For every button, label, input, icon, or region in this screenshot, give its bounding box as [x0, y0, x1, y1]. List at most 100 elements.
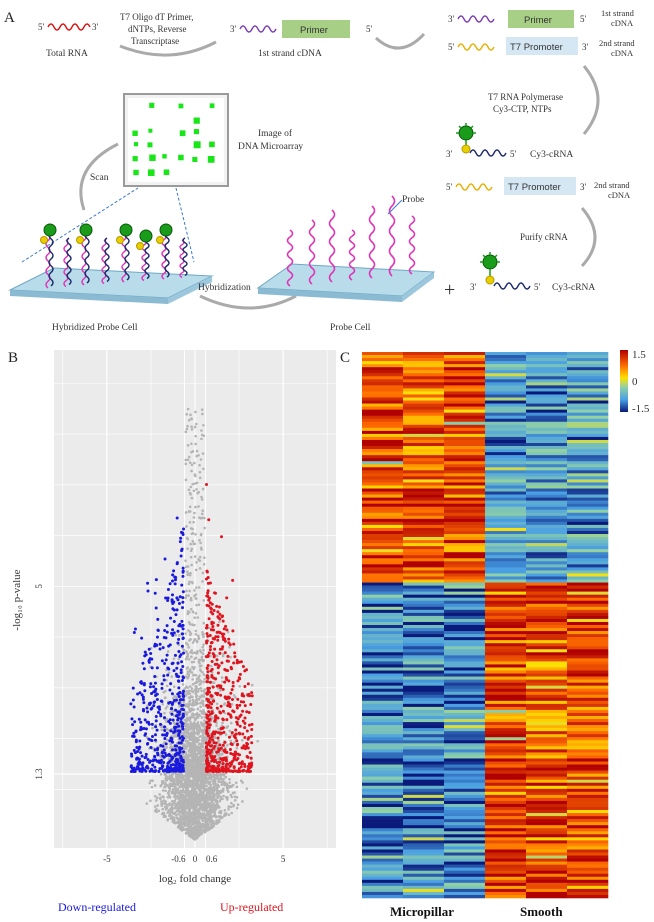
volcano-point-down — [131, 686, 135, 690]
volcano-point-up — [220, 731, 224, 735]
volcano-point-ns — [185, 594, 188, 598]
volcano-point-ns — [256, 739, 259, 743]
heatmap-cell — [526, 482, 568, 486]
heatmap-cell — [362, 591, 404, 595]
volcano-point-ns — [192, 722, 195, 725]
volcano-point-ns — [185, 655, 189, 659]
volcano-point-up — [212, 653, 216, 657]
heatmap-cell — [485, 646, 527, 650]
volcano-point-down — [169, 766, 173, 770]
heatmap-cell — [567, 367, 609, 371]
volcano-point-ns — [216, 774, 219, 778]
volcano-point-ns — [200, 516, 204, 520]
volcano-point-ns — [189, 607, 193, 611]
volcano-point-ns — [230, 811, 234, 815]
volcano-point-ns — [189, 571, 192, 575]
volcano-point-ns — [162, 815, 166, 819]
volcano-point-ns — [188, 696, 192, 700]
volcano-point-ns — [164, 720, 168, 723]
volcano-point-ns — [192, 516, 196, 519]
volcano-point-ns — [145, 735, 149, 739]
volcano-point-ns — [198, 649, 202, 652]
heatmap-cell — [444, 643, 486, 647]
heatmap-cell — [526, 494, 568, 498]
volcano-point-ns — [198, 799, 202, 803]
volcano-point-ns — [230, 702, 234, 706]
volcano-point-ns — [187, 582, 191, 586]
heatmap-cell — [567, 491, 609, 495]
volcano-point-down — [171, 763, 175, 767]
volcano-point-down — [174, 613, 178, 617]
heatmap-cell — [567, 415, 609, 420]
volcano-point-down — [175, 666, 179, 670]
heatmap-cell — [485, 640, 527, 644]
heatmap-cell — [444, 524, 486, 529]
volcano-point-down — [143, 689, 147, 693]
volcano-point-ns — [220, 773, 224, 777]
heatmap-cell — [567, 643, 609, 647]
volcano-point-up — [233, 733, 237, 737]
total-rna-3prime: 3' — [92, 22, 99, 32]
heatmap-cell — [485, 364, 527, 368]
heatmap-cell — [567, 527, 609, 532]
heatmap-cell — [526, 379, 568, 383]
heatmap-cell — [526, 449, 568, 453]
volcano-point-ns — [196, 811, 200, 815]
volcano-point-ns — [218, 820, 221, 823]
volcano-point-ns — [193, 666, 196, 669]
heatmap-cell — [526, 576, 568, 580]
heatmap-cell — [526, 549, 568, 553]
volcano-point-ns — [225, 786, 229, 790]
volcano-point-down — [172, 631, 176, 635]
probe-strand — [308, 219, 316, 285]
volcano-point-ns — [185, 818, 189, 821]
volcano-point-ns — [236, 803, 240, 807]
volcano-point-ns — [212, 802, 215, 806]
volcano-point-ns — [203, 692, 206, 695]
volcano-y-axis-label: -log₁₀ p-value — [11, 569, 23, 630]
volcano-point-ns — [207, 776, 211, 780]
volcano-point-down — [177, 675, 181, 679]
volcano-point-ns — [180, 790, 184, 794]
volcano-point-ns — [174, 633, 178, 637]
volcano-point-down — [141, 708, 145, 712]
volcano-point-ns — [159, 772, 163, 776]
scan-ray-left — [21, 187, 139, 263]
volcano-point-down — [159, 761, 163, 765]
heatmap-cell — [526, 634, 568, 638]
volcano-point-ns — [177, 821, 181, 825]
volcano-point-ns — [153, 805, 157, 808]
heatmap-cell — [403, 558, 445, 562]
heatmap-cell — [567, 382, 609, 386]
volcano-point-up — [209, 628, 213, 632]
volcano-point-ns — [169, 742, 172, 746]
volcano-point-ns — [210, 791, 213, 795]
volcano-point-ns — [186, 690, 189, 693]
volcano-point-ns — [167, 791, 170, 794]
volcano-point-up — [207, 710, 211, 714]
volcano-point-down — [168, 582, 172, 586]
volcano-point-down — [132, 630, 136, 634]
volcano-point-ns — [192, 741, 196, 745]
volcano-point-down — [148, 769, 152, 773]
volcano-point-ns — [200, 512, 204, 516]
volcano-point-ns — [217, 727, 220, 731]
heatmap-cell — [526, 424, 568, 429]
heatmap-cell — [485, 679, 527, 683]
probe-strand — [348, 229, 356, 281]
volcano-point-ns — [199, 687, 203, 690]
volcano-point-ns — [194, 593, 198, 596]
volcano-point-ns — [187, 716, 191, 720]
volcano-point-ns — [167, 793, 171, 797]
volcano-point-ns — [197, 676, 200, 679]
heatmap-cell — [362, 427, 404, 432]
heatmap-cell — [403, 391, 445, 395]
volcano-point-ns — [202, 599, 206, 602]
volcano-point-ns — [187, 736, 190, 739]
heatmap-cell — [567, 446, 609, 450]
heatmap-cell — [485, 503, 527, 507]
volcano-point-up — [215, 604, 219, 608]
volcano-point-up — [246, 746, 250, 750]
heatmap-cell — [567, 379, 609, 383]
volcano-point-up — [229, 691, 233, 695]
